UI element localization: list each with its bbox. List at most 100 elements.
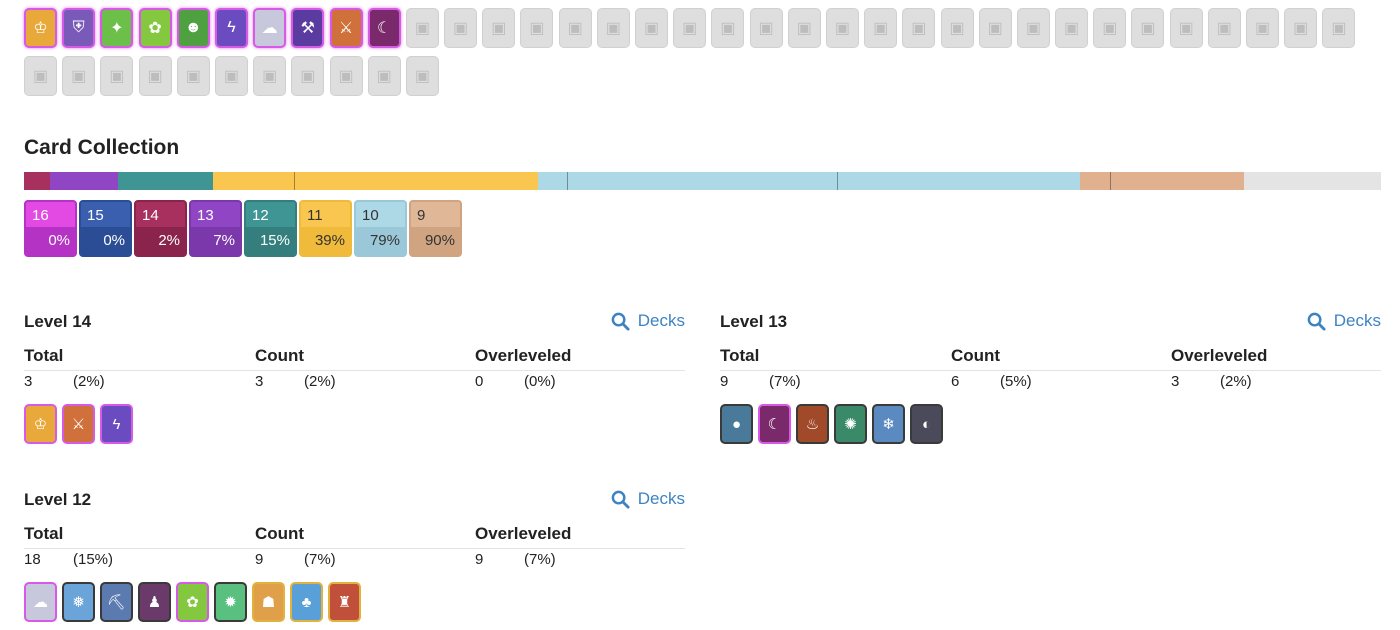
count-value: 9 [255,551,264,568]
decks-link[interactable]: Decks [1307,311,1381,331]
ghost-icon[interactable]: ☁ [24,582,57,622]
locked-card-icon[interactable]: ▣ [1055,8,1089,48]
locked-card-icon[interactable]: ▣ [405,56,439,96]
total-value: 3 [24,373,33,390]
locked-card-icon[interactable]: ▣ [1016,8,1050,48]
overleveled-value: 3 [1171,373,1180,390]
locked-card-icon[interactable]: ▣ [24,56,57,96]
collection-bar-segment [24,172,50,190]
bandit-icon[interactable]: ♟ [138,582,171,622]
sword-icon[interactable]: ⚔ [329,8,363,48]
level-box-12[interactable]: 12 15% [244,200,297,257]
mask-icon[interactable]: ◐ [910,404,943,444]
giant-icon[interactable]: ☗ [252,582,285,622]
card-strip-row: ▣ ▣ ▣ ▣ ▣ ▣ ▣ ▣ ▣ ▣ ▣ [24,56,1384,96]
locked-card-icon[interactable]: ▣ [711,8,745,48]
locked-card-icon[interactable]: ▣ [520,8,554,48]
locked-card-icon[interactable]: ▣ [1207,8,1241,48]
locked-card-icon[interactable]: ▣ [864,8,898,48]
crown-icon[interactable]: ♔ [24,8,57,48]
locked-card-icon[interactable]: ▣ [176,56,210,96]
witch-icon[interactable]: ☾ [367,8,401,48]
locked-card-icon[interactable]: ▣ [100,56,134,96]
level-section-l14: Level 14 Decks Total 3 (2%) Count 3 (2%) Overlev… [24,311,685,447]
ghost-icon[interactable]: ☁ [253,8,287,48]
locked-card-icon[interactable]: ▣ [902,8,936,48]
locked-card-icon[interactable]: ▣ [978,8,1012,48]
lightning-icon[interactable]: ϟ [100,404,133,444]
locked-card-icon[interactable]: ▣ [253,56,287,96]
goblins-icon[interactable]: ♣ [290,582,323,622]
sparkle-icon[interactable]: ✦ [100,8,134,48]
level-box-14[interactable]: 14 2% [134,200,187,257]
level-number: 13 [197,207,214,224]
section-title: Level 12 [24,490,92,509]
decks-link[interactable]: Decks [611,489,685,509]
locked-card-icon[interactable]: ▣ [1284,8,1318,48]
level-box-9[interactable]: 9 90% [409,200,462,257]
locked-card-icon[interactable]: ▣ [1093,8,1127,48]
locked-card-icon[interactable]: ▣ [1169,8,1203,48]
miner-icon[interactable]: ⛏ [100,582,133,622]
lightning-icon[interactable]: ϟ [214,8,248,48]
collection-bar-segment [1243,172,1381,190]
level-number: 12 [252,207,269,224]
locked-card-icon[interactable]: ▣ [482,8,516,48]
level-box-10[interactable]: 10 79% [354,200,407,257]
collection-bar-segment [1079,172,1244,190]
locked-card-icon[interactable]: ▣ [596,8,630,48]
flower-icon[interactable]: ✿ [176,582,209,622]
baby-dragon-icon[interactable]: ✹ [214,582,247,622]
cannon-icon[interactable]: ● [720,404,753,444]
locked-card-icon[interactable]: ▣ [1322,8,1356,48]
count-header: Count [951,346,1001,365]
fire-icon[interactable]: ♨ [796,404,829,444]
level-box-15[interactable]: 15 0% [79,200,132,257]
locked-card-icon[interactable]: ▣ [825,8,859,48]
locked-card-icon[interactable]: ▣ [367,56,401,96]
level-box-13[interactable]: 13 7% [189,200,242,257]
level-box-11[interactable]: 11 39% [299,200,352,257]
collection-bar-tick [566,172,568,190]
locked-card-icon[interactable]: ▣ [138,56,172,96]
locked-card-icon[interactable]: ▣ [291,56,325,96]
level-distribution: 16 0% 15 0% 14 2% 13 7% 12 15% 11 39% 10 79% 9 90% [24,200,464,257]
barbarian-icon[interactable]: ♜ [328,582,361,622]
ice-wizard-icon[interactable]: ❅ [62,582,95,622]
dragon-icon[interactable]: ✺ [834,404,867,444]
total-percent: (7%) [769,373,801,390]
locked-card-icon[interactable]: ▣ [673,8,707,48]
locked-card-icon[interactable]: ▣ [787,8,821,48]
flower-icon[interactable]: ✿ [138,8,172,48]
card-list: ● ☾ ♨ ✺ ❄ ◐ [720,404,948,444]
crown-icon[interactable]: ♔ [24,404,57,444]
overleveled-percent: (0%) [524,373,556,390]
goblin-icon[interactable]: ☻ [176,8,210,48]
locked-card-icon[interactable]: ▣ [329,56,363,96]
level-number: 16 [32,207,49,224]
locked-card-icon[interactable]: ▣ [444,8,478,48]
locked-card-icon[interactable]: ▣ [405,8,439,48]
locked-card-icon[interactable]: ▣ [214,56,248,96]
card-list: ♔ ⚔ ϟ [24,404,138,444]
locked-card-icon[interactable]: ▣ [1131,8,1165,48]
level-percent: 90% [411,227,460,255]
count-header: Count [255,524,305,543]
shield-icon[interactable]: ⛨ [62,8,96,48]
ice-icon[interactable]: ❄ [872,404,905,444]
locked-card-icon[interactable]: ▣ [62,56,96,96]
locked-card-icon[interactable]: ▣ [558,8,592,48]
locked-card-icon[interactable]: ▣ [635,8,668,48]
decks-link[interactable]: Decks [611,311,685,331]
hammer-icon[interactable]: ⚒ [291,8,325,48]
locked-card-icon[interactable]: ▣ [940,8,974,48]
locked-card-icon[interactable]: ▣ [749,8,783,48]
witch-icon[interactable]: ☾ [758,404,791,444]
sword-icon[interactable]: ⚔ [62,404,95,444]
level-box-16[interactable]: 16 0% [24,200,77,257]
level-number: 14 [142,207,159,224]
collection-bar-segment [212,172,539,190]
search-icon [611,490,630,509]
overleveled-percent: (7%) [524,551,556,568]
locked-card-icon[interactable]: ▣ [1246,8,1279,48]
